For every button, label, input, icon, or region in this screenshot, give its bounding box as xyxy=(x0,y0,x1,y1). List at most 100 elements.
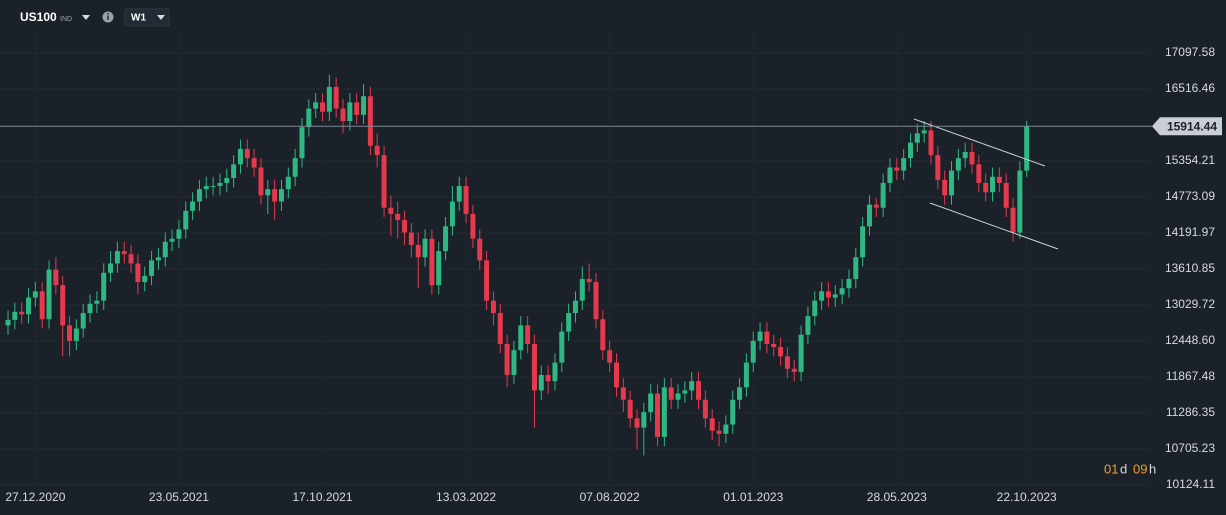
candle-body xyxy=(456,186,462,202)
candle-body xyxy=(511,350,517,375)
candle-body xyxy=(265,189,271,196)
candle-body xyxy=(716,430,722,434)
last-price-box xyxy=(1152,117,1222,136)
candle-body xyxy=(620,387,626,400)
candle-body xyxy=(853,257,859,279)
x-tick-label: 07.08.2022 xyxy=(580,490,640,504)
candle-body xyxy=(176,229,182,239)
countdown-days: 01 xyxy=(1104,461,1118,476)
candle-body xyxy=(552,362,558,382)
candle-body xyxy=(525,325,531,345)
candle-body xyxy=(559,331,565,363)
candle-body xyxy=(484,260,490,301)
symbol[interactable]: US100 xyxy=(20,10,57,24)
y-tick-label: 15354.21 xyxy=(1165,153,1215,167)
candle-body xyxy=(299,127,305,159)
info-glyph xyxy=(107,15,109,20)
candle-body xyxy=(805,316,811,335)
candle-body xyxy=(347,102,353,121)
candle-body xyxy=(696,381,702,400)
candle-body xyxy=(545,374,551,382)
candle-body xyxy=(313,102,319,109)
candle-body xyxy=(429,238,435,286)
candle-body xyxy=(258,167,264,196)
candle-body xyxy=(497,313,503,345)
candle-body xyxy=(757,331,763,341)
y-tick-label: 13610.85 xyxy=(1165,261,1215,275)
candle-body xyxy=(607,350,613,363)
candle-body xyxy=(436,251,442,286)
timeframe-dropdown[interactable] xyxy=(157,15,165,20)
candle-body xyxy=(108,263,114,273)
countdown-hour-unit: h xyxy=(1149,461,1156,476)
candle-body xyxy=(750,340,756,363)
countdown-hours: 09 xyxy=(1133,461,1147,476)
candle-body xyxy=(709,418,715,431)
candle-body xyxy=(812,300,818,317)
candle-body xyxy=(415,244,421,258)
candle-body xyxy=(655,393,661,437)
candle-body xyxy=(949,170,955,196)
candle-body xyxy=(825,291,831,298)
candle-body xyxy=(87,303,93,314)
candle-body xyxy=(586,278,592,283)
candle-body xyxy=(224,177,230,183)
candle-body xyxy=(26,297,32,315)
candle-body xyxy=(839,288,845,295)
x-tick-label: 23.05.2021 xyxy=(149,490,209,504)
candle-body xyxy=(470,213,476,239)
candle-body xyxy=(894,167,900,171)
candle-body xyxy=(80,313,86,329)
candle-body xyxy=(969,151,975,165)
candle-body xyxy=(121,251,127,255)
candle-body xyxy=(689,381,695,391)
candle-body xyxy=(627,399,633,419)
candle-body xyxy=(190,201,196,211)
candle-body xyxy=(463,186,469,214)
y-tick-label: 11867.48 xyxy=(1166,369,1215,383)
candle-body xyxy=(306,108,312,128)
candle-body xyxy=(983,182,989,193)
x-tick-label: 27.12.2020 xyxy=(5,490,65,504)
candle-body xyxy=(244,148,250,159)
candle-body xyxy=(832,294,838,298)
candle-body xyxy=(538,374,544,391)
candle-body xyxy=(1003,182,1009,208)
candle-body xyxy=(907,142,913,159)
candle-body xyxy=(367,96,373,146)
candle-body xyxy=(819,291,825,301)
candle-body xyxy=(217,182,223,187)
candle-body xyxy=(39,291,45,320)
candle-body xyxy=(19,311,25,315)
y-tick-label: 10124.11 xyxy=(1166,477,1215,491)
timeframe[interactable]: W1 xyxy=(131,13,146,24)
candle-body xyxy=(196,189,202,202)
candle-body xyxy=(600,319,606,351)
candle-body xyxy=(668,387,674,400)
candle-body xyxy=(860,226,866,258)
candle-body xyxy=(1010,207,1016,233)
candle-body xyxy=(149,260,155,276)
candle-body xyxy=(340,108,346,121)
symbol-dropdown[interactable] xyxy=(82,15,90,20)
candle-body xyxy=(778,347,784,357)
channel-lines xyxy=(913,118,1059,250)
trend-line xyxy=(913,118,1046,167)
candle-body xyxy=(408,232,414,245)
candle-body xyxy=(285,176,291,190)
candle-body xyxy=(128,254,134,264)
candle-body xyxy=(490,300,496,314)
candle-body xyxy=(771,344,777,348)
candle-body xyxy=(231,164,237,178)
candle-body xyxy=(395,213,401,221)
candle-body xyxy=(114,251,120,264)
candle-body xyxy=(682,390,688,394)
candle-body xyxy=(866,204,872,227)
candle-body xyxy=(531,344,537,391)
candle-body xyxy=(1017,170,1023,233)
timeframe-box[interactable] xyxy=(124,8,170,27)
candle-body xyxy=(320,102,326,112)
candle-body xyxy=(887,167,893,183)
candle-body xyxy=(976,164,982,183)
x-tick-label: 13.03.2022 xyxy=(436,490,496,504)
